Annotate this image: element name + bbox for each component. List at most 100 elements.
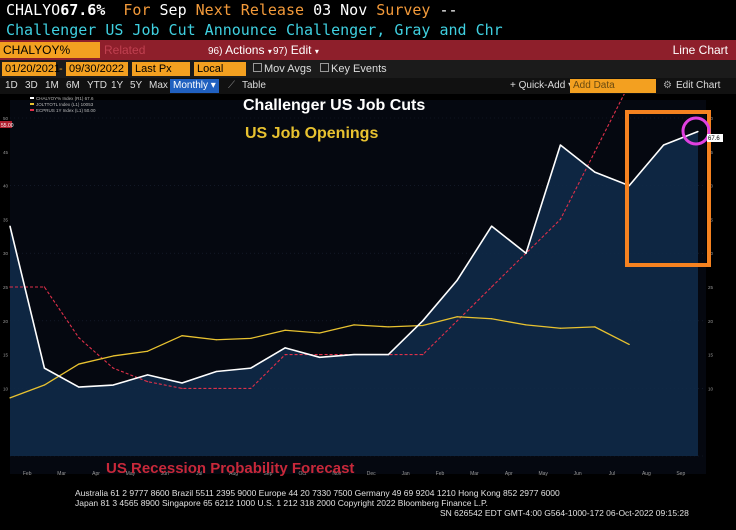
footer-contacts: Australia 61 2 9777 8600 Brazil 5511 239… [75, 488, 560, 498]
y-tick-right: 20 [708, 319, 714, 324]
recession-line [10, 94, 625, 389]
end-date-field[interactable]: 09/30/2022 [66, 62, 128, 76]
job-openings-line-point [491, 318, 493, 320]
job-cuts-line-point [284, 347, 286, 349]
x-tick-label: Feb [436, 471, 445, 477]
period-1y[interactable]: 1Y [111, 80, 124, 91]
y-tick-left: 35 [3, 217, 9, 222]
x-axis: Feb Mar Apr May Jun Jul Aug Sep Oct Nov Dec Jan Feb M… [23, 471, 686, 477]
y-tick-left: 20 [3, 319, 9, 324]
x-tick-label: Aug [229, 471, 238, 477]
period-max[interactable]: Max [149, 80, 168, 91]
job-openings-line-point [628, 343, 630, 346]
survey-label: Survey [376, 1, 431, 19]
period-toolbar: 1D 3D 1M 6M YTD 1Y 5Y Max Monthly ▾ ⟋ Ta… [0, 78, 736, 94]
x-tick-label: Dec [367, 471, 376, 477]
job-cuts-line-point [43, 367, 46, 369]
mov-avgs-toggle[interactable]: Mov Avgs [253, 62, 312, 76]
period-6m[interactable]: 6M [66, 80, 80, 91]
x-tick-label: Jul [196, 471, 202, 477]
y-tick-right: 15 [708, 353, 714, 358]
job-cuts-line-point [456, 279, 458, 281]
job-cuts-line-point [319, 356, 321, 358]
job-openings-line-point [559, 327, 562, 329]
x-tick-label: Oct [299, 471, 307, 477]
job-openings-line-point [250, 337, 252, 339]
job-cuts-line-point [594, 171, 596, 173]
chart-type-icon[interactable]: ⟋ [228, 80, 235, 91]
y-tick-left: 40 [3, 184, 9, 189]
period-3d[interactable]: 3D [25, 80, 38, 91]
recession-line-point [422, 354, 424, 356]
edit-menu[interactable]: 97) Edit ▾ [273, 40, 319, 60]
recession-line-point [319, 354, 321, 356]
x-tick-label: Apr [505, 471, 513, 477]
currency-select[interactable]: Local CCY [194, 62, 246, 89]
job-openings-line-point [422, 324, 424, 327]
job-openings-line-point [319, 332, 321, 334]
x-tick-label: Feb [23, 471, 32, 477]
job-cuts-line-point [491, 225, 493, 227]
x-tick-label: Mar [57, 471, 66, 477]
edit-chart-button[interactable]: Edit Chart [676, 79, 720, 93]
next-release-date: 03 Nov [313, 1, 368, 19]
recession-line-point [78, 337, 80, 339]
index-field[interactable]: CHALYOY% Index [0, 42, 100, 73]
start-date-field[interactable]: 01/20/2021 [2, 62, 60, 76]
checkbox-icon [253, 63, 262, 72]
date-separator-icon: - [59, 63, 63, 75]
security-description: Challenger US Job Cut Announce Challenge… [6, 21, 503, 39]
y-tick-right: 25 [708, 285, 714, 290]
survey-value: -- [439, 1, 458, 19]
recession-line-point [250, 387, 252, 389]
main-toolbar: CHALYOY% Index Related Securities 96) Ac… [0, 40, 736, 73]
job-cuts-line-point [697, 130, 699, 133]
x-tick-label: Apr [92, 471, 100, 477]
y-tick-left: 25 [3, 285, 9, 290]
job-openings-line-point [147, 350, 149, 352]
next-release-label: Next Release [195, 1, 305, 19]
job-cuts-line-point [215, 370, 217, 373]
highlight-box [625, 110, 711, 267]
period-1d[interactable]: 1D [5, 80, 18, 91]
right-axis-badge-text: 67.6 [708, 136, 720, 142]
date-toolbar: 01/20/2021 - 09/30/2022 Last Px Local CC… [0, 60, 736, 89]
period-ytd[interactable]: YTD [87, 80, 107, 91]
job-cuts-line-point [387, 354, 389, 356]
table-button[interactable]: Table [242, 80, 266, 91]
x-tick-label: Aug [642, 471, 651, 477]
key-events-toggle[interactable]: Key Events [320, 62, 387, 76]
related-field[interactable]: Related Securities [104, 43, 157, 73]
x-tick-label: Mar [470, 471, 479, 477]
x-tick-label: Jun [161, 471, 169, 477]
add-data-input[interactable]: Add Data [570, 79, 656, 93]
actions-menu[interactable]: 96) Actions ▾ [208, 40, 272, 60]
quick-add-label: + Quick-Add [510, 80, 566, 91]
chevron-down-icon: ▾ [267, 47, 272, 56]
footer: Australia 61 2 9777 8600 Brazil 5511 239… [0, 485, 736, 530]
job-openings-line-point [594, 326, 596, 328]
x-tick-label: Jul [609, 471, 615, 477]
for-label: For [123, 1, 151, 19]
job-cuts-line-point [559, 144, 562, 146]
recession-line-point [9, 286, 11, 288]
period-1m[interactable]: 1M [45, 80, 59, 91]
price-type-select[interactable]: Last Px [132, 62, 190, 76]
quick-add-button[interactable]: + Quick-Add ▾ [510, 79, 573, 93]
edit-label: Edit [290, 43, 312, 57]
period-5y[interactable]: 5Y [130, 80, 143, 91]
x-tick-label: May [538, 471, 548, 477]
recession-line-point [491, 286, 493, 288]
job-cuts-line-point [78, 386, 80, 388]
settings-icon[interactable]: ⚙ [663, 80, 672, 91]
security-header: CHALYO67.6% For Sep Next Release 03 Nov … [0, 0, 736, 20]
job-openings-line-point [215, 339, 217, 341]
footer-copyright: Japan 81 3 4565 8900 Singapore 65 6212 1… [75, 498, 488, 508]
edit-chart-label: Edit Chart [676, 80, 721, 91]
recession-annotation: US Recession Probability Forecast [106, 460, 355, 477]
x-tick-label: Nov [332, 471, 341, 477]
y-tick-left: 10 [3, 386, 9, 391]
frequency-select[interactable]: Monthly ▾ [170, 79, 219, 93]
